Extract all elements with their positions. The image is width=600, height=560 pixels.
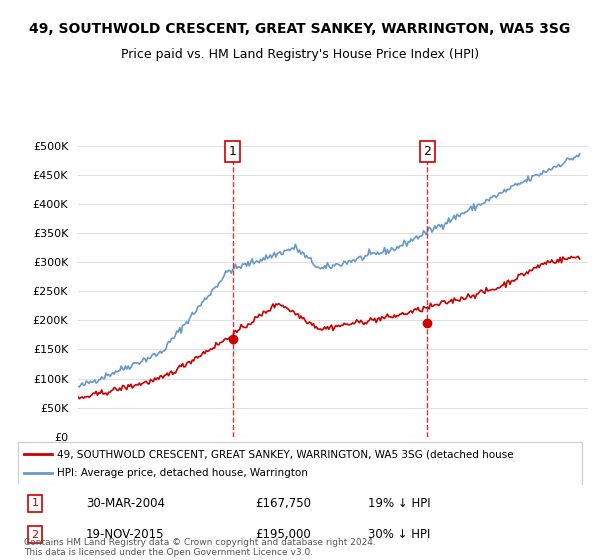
Text: Price paid vs. HM Land Registry's House Price Index (HPI): Price paid vs. HM Land Registry's House … [121,48,479,60]
Text: £195,000: £195,000 [255,528,311,542]
Text: £167,750: £167,750 [255,497,311,510]
Text: 19-NOV-2015: 19-NOV-2015 [86,528,164,542]
Text: 49, SOUTHWOLD CRESCENT, GREAT SANKEY, WARRINGTON, WA5 3SG: 49, SOUTHWOLD CRESCENT, GREAT SANKEY, WA… [29,22,571,36]
Text: 30% ↓ HPI: 30% ↓ HPI [368,528,430,542]
Text: 19% ↓ HPI: 19% ↓ HPI [368,497,430,510]
Text: HPI: Average price, detached house, Warrington: HPI: Average price, detached house, Warr… [58,468,308,478]
Text: 30-MAR-2004: 30-MAR-2004 [86,497,164,510]
Text: 1: 1 [229,145,236,158]
Text: 2: 2 [31,530,38,540]
Text: Contains HM Land Registry data © Crown copyright and database right 2024.
This d: Contains HM Land Registry data © Crown c… [24,538,376,557]
Text: 49, SOUTHWOLD CRESCENT, GREAT SANKEY, WARRINGTON, WA5 3SG (detached house: 49, SOUTHWOLD CRESCENT, GREAT SANKEY, WA… [58,449,514,459]
Text: 2: 2 [424,145,431,158]
Text: 1: 1 [31,498,38,508]
